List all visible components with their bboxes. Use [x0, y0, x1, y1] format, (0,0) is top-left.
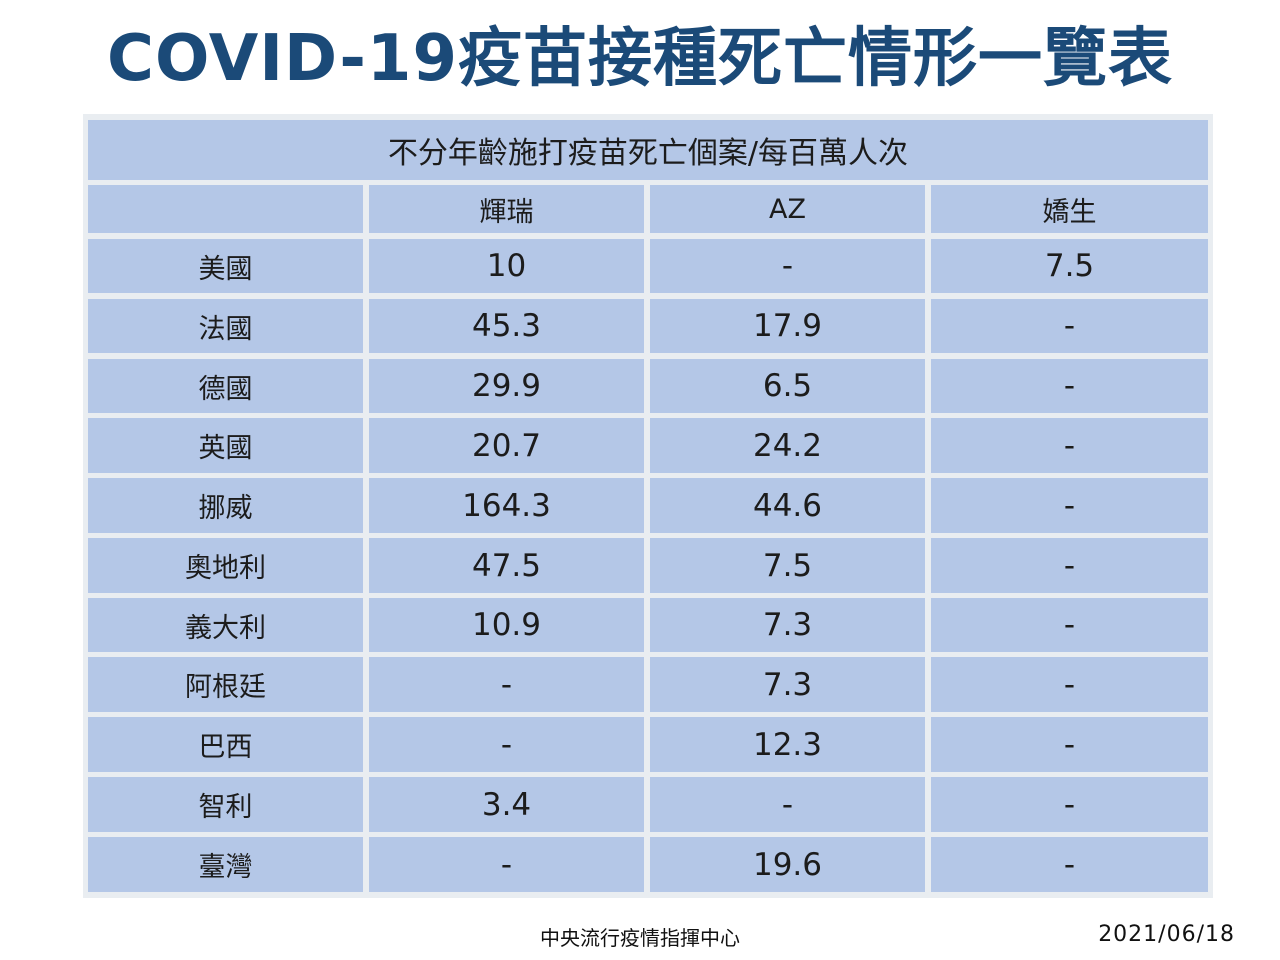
- cell-az: 17.9: [650, 299, 925, 353]
- cell-jnj: -: [931, 837, 1208, 892]
- column-header-corner: [88, 185, 363, 233]
- cell-pfizer: 3.4: [369, 777, 644, 832]
- footer-organization: 中央流行疫情指揮中心: [540, 926, 740, 950]
- row-country: 美國: [88, 239, 363, 293]
- cell-az: 44.6: [650, 478, 925, 533]
- cell-az: 7.3: [650, 657, 925, 712]
- row-country: 義大利: [88, 598, 363, 652]
- cell-az: 6.5: [650, 359, 925, 413]
- column-header-jnj: 嬌生: [931, 185, 1208, 233]
- column-header-az: AZ: [650, 185, 925, 233]
- cell-az: 7.3: [650, 598, 925, 652]
- table-caption: 不分年齡施打疫苗死亡個案/每百萬人次: [88, 120, 1208, 180]
- cell-pfizer: -: [369, 837, 644, 892]
- row-country: 法國: [88, 299, 363, 353]
- cell-jnj: -: [931, 717, 1208, 772]
- cell-az: 12.3: [650, 717, 925, 772]
- row-country: 德國: [88, 359, 363, 413]
- cell-jnj: -: [931, 777, 1208, 832]
- row-country: 英國: [88, 418, 363, 473]
- cell-jnj: 7.5: [931, 239, 1208, 293]
- cell-jnj: -: [931, 418, 1208, 473]
- cell-pfizer: -: [369, 717, 644, 772]
- cell-jnj: -: [931, 478, 1208, 533]
- row-country: 巴西: [88, 717, 363, 772]
- row-country: 奧地利: [88, 538, 363, 593]
- cell-pfizer: 164.3: [369, 478, 644, 533]
- row-country: 阿根廷: [88, 657, 363, 712]
- cell-pfizer: -: [369, 657, 644, 712]
- cell-az: -: [650, 239, 925, 293]
- cell-pfizer: 10: [369, 239, 644, 293]
- row-country: 挪威: [88, 478, 363, 533]
- cell-az: 19.6: [650, 837, 925, 892]
- cell-az: -: [650, 777, 925, 832]
- footer-date: 2021/06/18: [1098, 922, 1235, 947]
- cell-jnj: -: [931, 299, 1208, 353]
- cell-pfizer: 47.5: [369, 538, 644, 593]
- page-title: COVID-19疫苗接種死亡情形一覽表: [107, 22, 1173, 96]
- column-header-pfizer: 輝瑞: [369, 185, 644, 233]
- cell-jnj: -: [931, 538, 1208, 593]
- row-country: 智利: [88, 777, 363, 832]
- cell-az: 24.2: [650, 418, 925, 473]
- cell-pfizer: 10.9: [369, 598, 644, 652]
- cell-pfizer: 20.7: [369, 418, 644, 473]
- vaccine-death-table: 不分年齡施打疫苗死亡個案/每百萬人次 輝瑞 AZ 嬌生 美國 10 - 7.5 …: [83, 114, 1213, 898]
- cell-pfizer: 45.3: [369, 299, 644, 353]
- cell-az: 7.5: [650, 538, 925, 593]
- cell-jnj: -: [931, 598, 1208, 652]
- cell-pfizer: 29.9: [369, 359, 644, 413]
- cell-jnj: -: [931, 359, 1208, 413]
- cell-jnj: -: [931, 657, 1208, 712]
- row-country: 臺灣: [88, 837, 363, 892]
